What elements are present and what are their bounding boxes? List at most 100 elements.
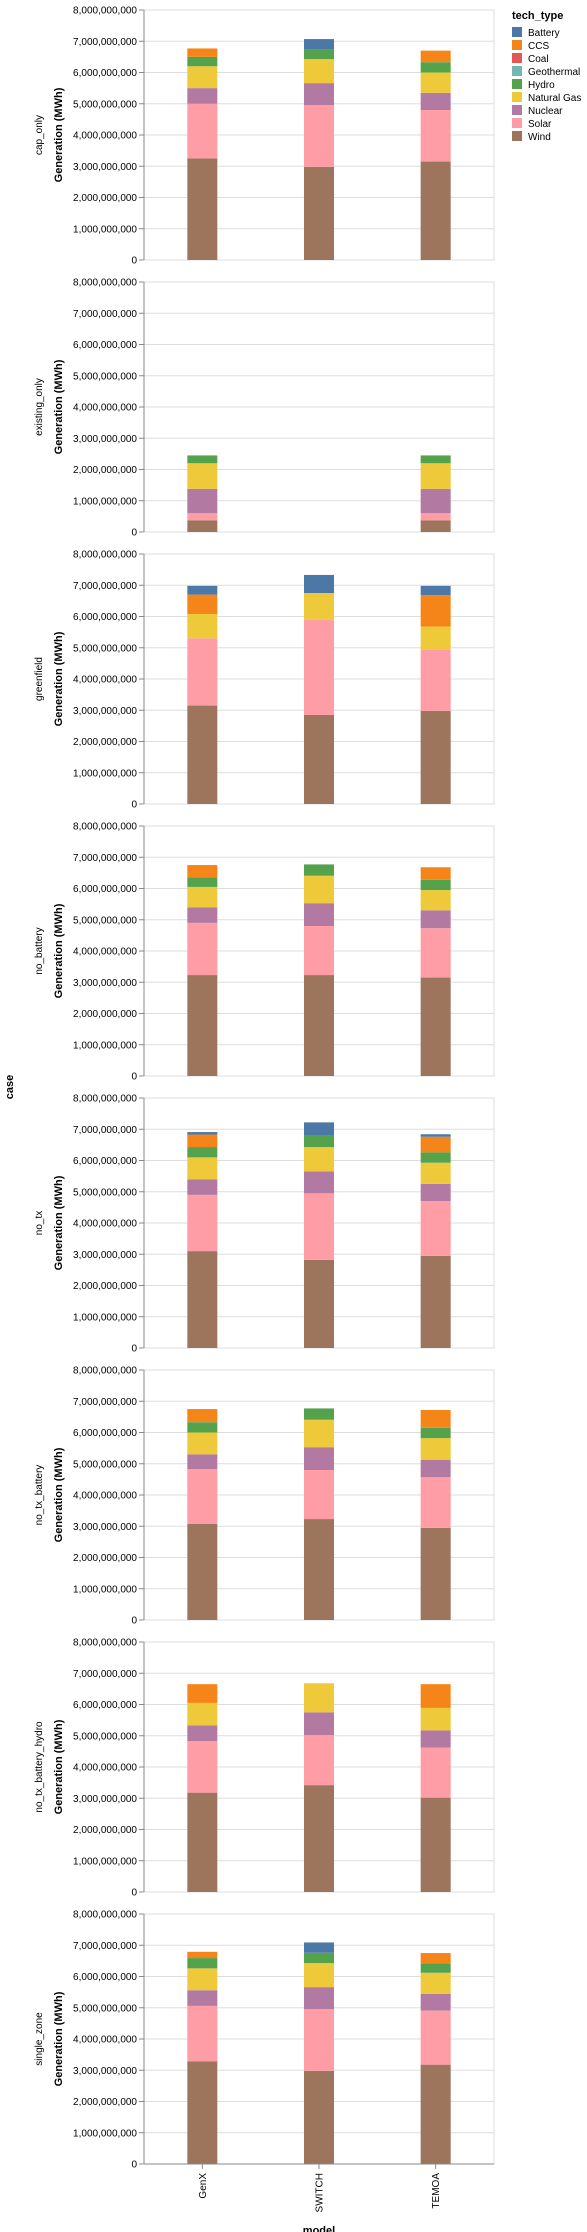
y-tick-label: 5,000,000,000 — [73, 915, 137, 926]
bar-segment-switch-battery — [304, 1122, 334, 1136]
bar-segment-genx-solar — [187, 2005, 218, 2062]
bar-segment-switch-solar — [304, 1193, 334, 1260]
bar-segment-genx-natural-gas — [187, 1157, 218, 1180]
facet-label: no_tx_battery — [34, 1465, 45, 1526]
bar-segment-genx-natural-gas — [187, 1968, 218, 1991]
y-tick-label: 2,000,000,000 — [73, 1825, 137, 1836]
legend-swatch-hydro — [512, 79, 522, 89]
y-tick-label: 2,000,000,000 — [73, 465, 137, 476]
bar-segment-temoa-natural-gas — [420, 1972, 451, 1994]
bar-segment-temoa-natural-gas — [420, 72, 451, 93]
bar-segment-genx-natural-gas — [187, 1702, 218, 1726]
y-tick-label: 8,000,000,000 — [73, 550, 137, 561]
legend-label: Geothermal — [528, 67, 580, 78]
y-tick-label: 1,000,000,000 — [73, 224, 137, 235]
y-tick-label: 0 — [131, 800, 137, 811]
y-tick-label: 4,000,000,000 — [73, 2035, 137, 2046]
bar-segment-genx-hydro — [187, 455, 218, 464]
bar-segment-temoa-ccs — [420, 1136, 451, 1153]
bar-segment-temoa-solar — [420, 2010, 451, 2065]
bar-segment-switch-solar — [304, 105, 334, 167]
y-tick-label: 7,000,000,000 — [73, 581, 137, 592]
y-tick-label: 4,000,000,000 — [73, 403, 137, 414]
y-tick-label: 7,000,000,000 — [73, 309, 137, 320]
bar-segment-temoa-solar — [420, 513, 451, 521]
y-tick-label: 2,000,000,000 — [73, 1553, 137, 1564]
bar-segment-genx-solar — [187, 1194, 218, 1252]
y-tick-label: 7,000,000,000 — [73, 853, 137, 864]
y-tick-label: 6,000,000,000 — [73, 884, 137, 895]
bar-segment-genx-ccs — [187, 1951, 218, 1959]
y-tick-label: 8,000,000,000 — [73, 1910, 137, 1921]
facet-cap_only: 0 1,000,000,000 2,000,000,000 3,000,000,000… — [34, 6, 495, 267]
y-tick-label: 7,000,000,000 — [73, 1397, 137, 1408]
bar-segment-temoa-solar — [420, 1747, 451, 1798]
bar-segment-temoa-natural-gas — [420, 1162, 451, 1184]
bar-segment-switch-nuclear — [304, 1712, 334, 1736]
bar-segment-temoa-hydro — [420, 1152, 451, 1163]
y-tick-label: 3,000,000,000 — [73, 2066, 137, 2077]
bar-segment-switch-nuclear — [304, 1447, 334, 1470]
bar-segment-genx-natural-gas — [187, 463, 218, 489]
y-tick-label: 4,000,000,000 — [73, 1219, 137, 1230]
y-axis-title: Generation (MWh) — [53, 87, 65, 182]
bar-segment-switch-natural-gas — [304, 59, 334, 84]
facet-label: no_battery — [34, 927, 45, 974]
bar-segment-switch-nuclear — [304, 1171, 334, 1194]
bar-segment-temoa-hydro — [420, 879, 451, 891]
bar-segment-temoa-ccs — [420, 867, 451, 880]
bar-segment-temoa-solar — [420, 110, 451, 162]
y-tick-label: 8,000,000,000 — [73, 1638, 137, 1649]
y-axis-title: Generation (MWh) — [53, 1447, 65, 1542]
legend-swatch-battery — [512, 27, 522, 37]
bar-segment-genx-ccs — [187, 865, 218, 878]
y-tick-label: 5,000,000,000 — [73, 1187, 137, 1198]
y-axis-title: Generation (MWh) — [53, 359, 65, 454]
bar-segment-genx-wind — [187, 520, 218, 532]
legend-label: Natural Gas — [528, 93, 581, 104]
bar-segment-switch-hydro — [304, 864, 334, 876]
y-tick-label: 2,000,000,000 — [73, 737, 137, 748]
bar-segment-genx-nuclear — [187, 1725, 218, 1742]
legend-swatch-solar — [512, 118, 522, 128]
y-axis-title: Generation (MWh) — [53, 903, 65, 998]
legend-label: Wind — [528, 132, 551, 143]
bar-segment-temoa-natural-gas — [420, 890, 451, 911]
y-tick-label: 1,000,000,000 — [73, 1040, 137, 1051]
bar-segment-switch-wind — [304, 166, 334, 260]
bar-segment-genx-ccs — [187, 594, 218, 614]
bar-segment-switch-natural-gas — [304, 593, 334, 620]
bar-segment-genx-solar — [187, 103, 218, 159]
bar-segment-genx-ccs — [187, 48, 218, 57]
bar-segment-temoa-nuclear — [420, 1730, 451, 1748]
bar-segment-switch-wind — [304, 1519, 334, 1620]
facet-label: existing_only — [34, 378, 45, 436]
legend-swatch-geothermal — [512, 66, 522, 76]
bar-segment-switch-hydro — [304, 49, 334, 60]
legend-label: Hydro — [528, 80, 555, 91]
bar-segment-temoa-nuclear — [420, 1460, 451, 1478]
bar-segment-switch-wind — [304, 1259, 334, 1348]
bar-segment-temoa-hydro — [420, 1427, 451, 1439]
y-tick-label: 4,000,000,000 — [73, 1491, 137, 1502]
y-tick-label: 4,000,000,000 — [73, 1763, 137, 1774]
facet-greenfield: 0 1,000,000,000 2,000,000,000 3,000,000,000… — [34, 550, 495, 811]
y-tick-label: 5,000,000,000 — [73, 2003, 137, 2014]
bar-segment-temoa-hydro — [420, 62, 451, 73]
y-tick-label: 3,000,000,000 — [73, 434, 137, 445]
bar-segment-genx-solar — [187, 922, 218, 976]
bar-segment-genx-nuclear — [187, 1990, 218, 2006]
bar-segment-temoa-solar — [420, 928, 451, 978]
y-tick-label: 0 — [131, 1072, 137, 1083]
bar-segment-genx-solar — [187, 513, 218, 521]
bar-segment-switch-battery — [304, 39, 334, 50]
bar-segment-genx-nuclear — [187, 488, 218, 514]
legend: tech_type Battery CCS Coal Geothermal Hydro Na… — [512, 10, 581, 143]
y-axis-title: Generation (MWh) — [53, 1991, 65, 2086]
bar-segment-temoa-nuclear — [420, 488, 451, 514]
facet-no_tx_battery_hydro: 0 1,000,000,000 2,000,000,000 3,000,000,000… — [34, 1638, 495, 1899]
y-tick-label: 8,000,000,000 — [73, 1094, 137, 1105]
bar-segment-switch-hydro — [304, 1135, 334, 1148]
bar-segment-genx-ccs — [187, 1134, 218, 1148]
bar-segment-genx-natural-gas — [187, 66, 218, 89]
